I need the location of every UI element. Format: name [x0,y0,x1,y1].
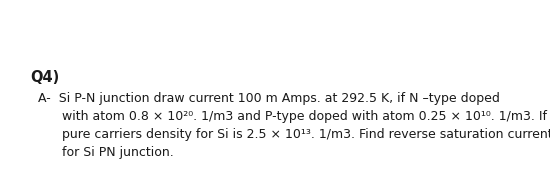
Text: A-  Si P-N junction draw current 100 m Amps. at 292.5 K, if N –type doped: A- Si P-N junction draw current 100 m Am… [30,92,500,105]
Text: pure carriers density for Si is 2.5 × 10¹³. 1/m3. Find reverse saturation curren: pure carriers density for Si is 2.5 × 10… [30,128,550,141]
Text: with atom 0.8 × 10²⁰. 1/m3 and P-type doped with atom 0.25 × 10¹⁰. 1/m3. If: with atom 0.8 × 10²⁰. 1/m3 and P-type do… [30,110,547,123]
Text: for Si PN junction.: for Si PN junction. [30,146,174,159]
Text: Q4): Q4) [30,70,59,85]
